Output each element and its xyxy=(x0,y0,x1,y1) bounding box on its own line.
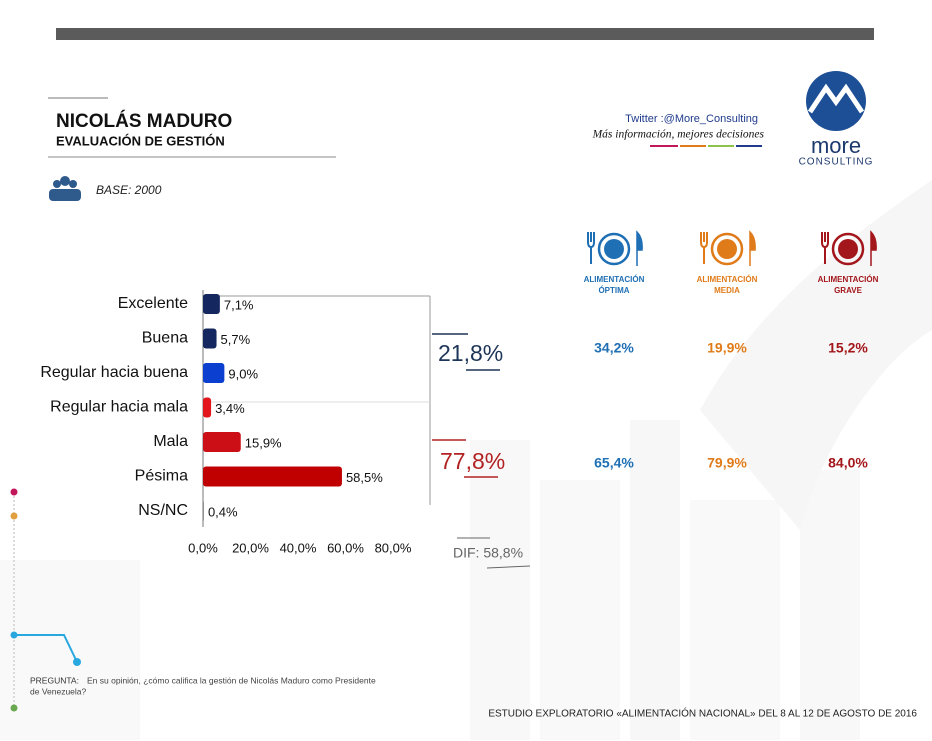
bar xyxy=(203,363,225,383)
column-header: GRAVE xyxy=(834,286,863,295)
value-label: 3,4% xyxy=(215,401,245,416)
plate-icon xyxy=(700,230,756,266)
timeline xyxy=(10,488,81,712)
bar xyxy=(203,466,342,487)
tagline: Más información, mejores decisiones xyxy=(592,129,765,141)
y-tick-label: Excelente xyxy=(118,295,188,312)
positive-value: 34,2% xyxy=(594,340,634,356)
positive-value: 15,2% xyxy=(828,340,868,356)
y-tick-label: Mala xyxy=(153,433,188,450)
rule xyxy=(486,565,531,569)
logo: more CONSULTING xyxy=(799,71,874,168)
column-header: ALIMENTACIÓN xyxy=(584,275,645,284)
x-tick-label: 20,0% xyxy=(232,540,269,555)
positive-total: 21,8% xyxy=(438,340,503,366)
negative-value: 65,4% xyxy=(594,455,634,471)
difference: DIF: 58,8% xyxy=(453,545,523,561)
bar-chart: 0,0% 20,0% 40,0% 60,0% 80,0% Excelente 7,1% Bue… xyxy=(40,294,412,555)
negative-value: 79,9% xyxy=(707,455,747,471)
value-label: 0,4% xyxy=(208,504,238,519)
plate-center xyxy=(717,239,737,259)
fork xyxy=(821,232,829,264)
subtitle: EVALUACIÓN DE GESTIÓN xyxy=(56,133,225,148)
plate xyxy=(831,232,865,266)
plate-center xyxy=(604,239,624,259)
y-tick-label: NS/NC xyxy=(138,502,188,519)
x-tick-label: 60,0% xyxy=(327,540,364,555)
people-icon xyxy=(49,176,81,201)
x-tick-label: 0,0% xyxy=(188,540,218,555)
y-tick-label: Regular hacia mala xyxy=(50,399,188,416)
knife xyxy=(636,230,643,266)
negative-value: 84,0% xyxy=(828,455,868,471)
bar xyxy=(203,432,241,452)
top-bar xyxy=(56,28,874,40)
plate-icon xyxy=(821,230,877,266)
column-header: ÓPTIMA xyxy=(598,286,629,295)
value-label: 9,0% xyxy=(228,366,258,381)
column-header: MEDIA xyxy=(714,286,740,295)
column-header: ALIMENTACIÓN xyxy=(818,275,879,284)
question: de Venezuela? xyxy=(30,686,87,696)
bar xyxy=(203,294,220,314)
title: NICOLÁS MADURO xyxy=(56,110,232,132)
fork xyxy=(700,232,708,264)
value-label: 58,5% xyxy=(346,470,383,485)
logo-subtext: CONSULTING xyxy=(799,157,874,168)
footer: ESTUDIO EXPLORATORIO «ALIMENTACIÓN NACIO… xyxy=(488,707,917,720)
column-header: ALIMENTACIÓN xyxy=(697,275,758,284)
knife xyxy=(870,230,877,266)
question-label: PREGUNTA: xyxy=(30,675,79,685)
value-label: 15,9% xyxy=(245,435,282,450)
question: En su opinión, ¿cómo califica la gestión… xyxy=(87,675,376,685)
plate xyxy=(710,232,744,266)
value-label: 7,1% xyxy=(224,297,254,312)
y-tick-label: Pésima xyxy=(135,468,188,485)
plate xyxy=(597,232,631,266)
bar xyxy=(203,397,212,418)
plate-icon xyxy=(587,230,643,266)
base: BASE: 2000 xyxy=(96,183,162,197)
negative-total: 77,8% xyxy=(440,448,505,474)
bar xyxy=(203,501,204,521)
twitter: Twitter :@More_Consulting xyxy=(625,113,758,125)
y-tick-label: Buena xyxy=(142,330,188,347)
value-label: 5,7% xyxy=(221,332,251,347)
knife xyxy=(749,230,756,266)
logo-text: more xyxy=(811,133,861,158)
food-columns: ALIMENTACIÓN ÓPTIMA 34,2% 65,4% ALIMENTACIÓN… xyxy=(584,230,879,471)
fork xyxy=(587,232,595,264)
positive-value: 19,9% xyxy=(707,340,747,356)
plate-center xyxy=(838,239,858,259)
y-tick-label: Regular hacia buena xyxy=(40,364,188,381)
bar xyxy=(203,328,217,349)
x-tick-label: 80,0% xyxy=(375,540,412,555)
background-decoration xyxy=(0,180,932,740)
x-tick-label: 40,0% xyxy=(280,540,317,555)
